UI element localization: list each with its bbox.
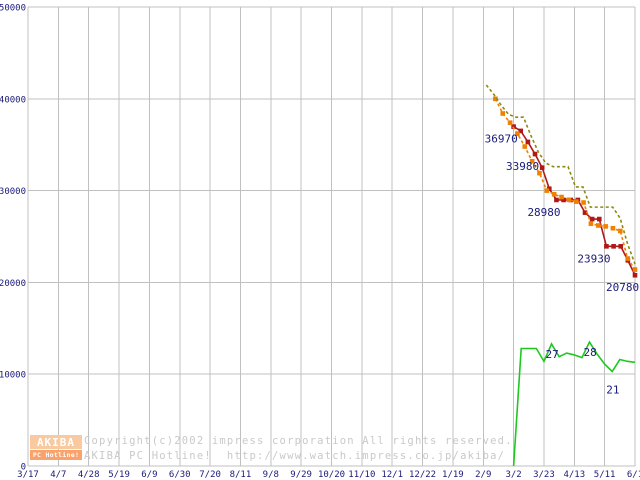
- watermark-credit-text: Copyright(c)2002 impress corporation All…: [84, 435, 513, 462]
- series-marker-average-price: [625, 256, 630, 261]
- x-axis-tick-label: 4/13: [563, 470, 585, 480]
- x-axis-tick-label: 2/9: [475, 470, 491, 480]
- chart-series-layer: [485, 84, 638, 467]
- data-point-label: 27: [546, 348, 559, 361]
- series-marker-average-price: [522, 144, 528, 149]
- data-point-label: 28980: [527, 206, 560, 219]
- series-marker-lowest-price: [518, 128, 524, 134]
- x-axis-tick-label: 6/1: [627, 470, 640, 480]
- series-marker-average-price: [603, 224, 608, 229]
- x-axis-tick-label: 5/11: [594, 470, 616, 480]
- y-axis-tick-label: 40000: [0, 95, 26, 105]
- x-axis-tick-label: 1/19: [442, 470, 464, 480]
- x-axis-tick-label: 10/20: [318, 470, 345, 480]
- x-axis-tick-label: 6/9: [141, 470, 157, 480]
- x-axis-tick-label: 3/17: [17, 470, 39, 480]
- series-marker-lowest-price: [632, 272, 638, 278]
- chart-gridlines: [27, 6, 636, 467]
- copyright-line: Copyright(c)2002 impress corporation All…: [84, 435, 513, 447]
- y-axis-tick-label: 30000: [0, 187, 26, 197]
- x-axis-tick-label: 12/1: [381, 470, 403, 480]
- site-url-line: AKIBA PC Hotline! http://www.watch.impre…: [84, 450, 505, 462]
- series-marker-lowest-price: [532, 151, 538, 157]
- x-axis-tick-label: 8/11: [230, 470, 252, 480]
- x-axis-tick-label: 9/29: [290, 470, 312, 480]
- y-axis-labels: 0 10000 20000 30000 40000 50000: [0, 4, 26, 473]
- series-marker-average-price: [537, 170, 542, 176]
- x-axis-tick-label: 3/2: [505, 470, 521, 480]
- series-line-highest-price: [485, 84, 636, 265]
- series-marker-average-price: [500, 111, 506, 116]
- series-marker-average-price: [551, 191, 557, 197]
- x-axis-tick-label: 4/7: [50, 470, 66, 480]
- x-axis-tick-label: 9/8: [263, 470, 279, 480]
- x-axis-labels: 3/17 4/7 4/28 5/19 6/9 6/30 7/20 8/11 9/8 9/29 10/…: [17, 470, 640, 480]
- series-marker-average-price: [529, 158, 535, 164]
- series-marker-lowest-price: [618, 244, 624, 249]
- series-line-average-price: [494, 98, 636, 270]
- series-marker-lowest-price: [604, 244, 609, 249]
- x-axis-tick-label: 7/20: [199, 470, 221, 480]
- series-marker-lowest-price: [611, 244, 616, 249]
- data-point-label: 36970: [485, 133, 518, 146]
- y-axis-tick-label: 0: [21, 463, 26, 473]
- x-axis-tick-label: 12/22: [409, 470, 436, 480]
- series-marker-average-price: [566, 197, 572, 203]
- series-marker-lowest-price: [525, 139, 531, 145]
- series-marker-average-price: [507, 120, 513, 125]
- series-marker-average-price: [515, 131, 520, 136]
- series-marker-average-price: [573, 199, 579, 204]
- series-marker-average-price: [588, 221, 594, 226]
- series-marker-lowest-price: [596, 216, 602, 222]
- series-marker-average-price: [632, 267, 638, 272]
- data-point-label: 28: [583, 346, 596, 359]
- series-marker-average-price: [618, 228, 623, 234]
- series-marker-lowest-price: [589, 216, 595, 222]
- data-point-label: 20780: [606, 281, 639, 294]
- y-axis-tick-label: 20000: [0, 279, 26, 289]
- x-axis-tick-label: 11/10: [348, 470, 375, 480]
- y-axis-tick-label: 50000: [0, 4, 26, 14]
- series-marker-average-price: [595, 223, 601, 228]
- y-axis-tick-label: 10000: [0, 371, 26, 381]
- x-axis-tick-label: 5/19: [108, 470, 130, 480]
- data-point-label: 33980: [506, 160, 539, 173]
- series-marker-average-price: [544, 188, 550, 193]
- series-marker-lowest-price: [539, 165, 545, 170]
- data-point-label: 21: [606, 383, 619, 396]
- series-marker-average-price: [610, 225, 616, 231]
- series-marker-average-price: [559, 194, 564, 200]
- x-axis-tick-label: 3/23: [533, 470, 555, 480]
- x-axis-tick-label: 6/30: [169, 470, 191, 480]
- data-point-labels: 36970 33980 28980 23930 20780 27 28 21: [485, 133, 640, 397]
- x-axis-tick-label: 4/28: [78, 470, 100, 480]
- series-marker-average-price: [581, 200, 586, 205]
- series-marker-lowest-price: [554, 197, 559, 203]
- series-line-shipment-volume: [512, 340, 636, 467]
- data-point-label: 23930: [577, 252, 610, 265]
